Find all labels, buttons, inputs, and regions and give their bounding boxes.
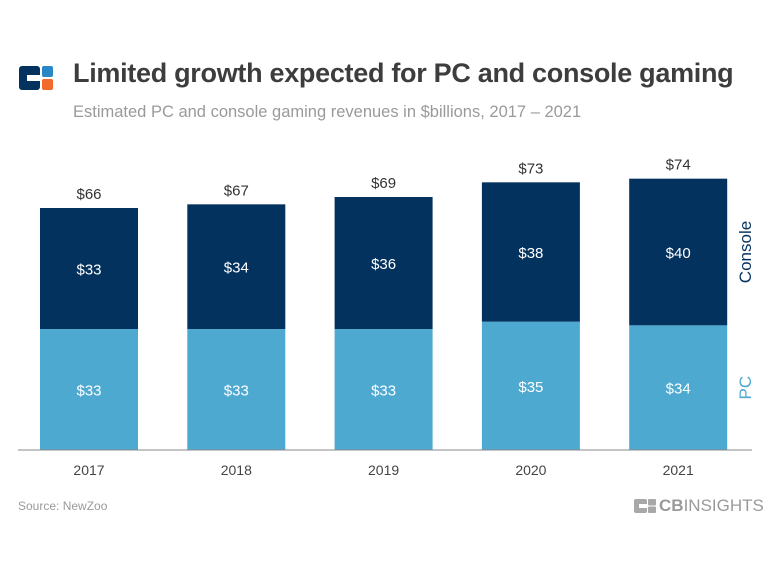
total-label: $74 <box>666 157 691 174</box>
legend-console: Console <box>736 221 755 283</box>
bar-console-2021 <box>629 178 728 326</box>
bar-console-2018 <box>187 204 286 329</box>
data-label: $33 <box>76 383 101 400</box>
bar-pc-2019 <box>334 329 433 450</box>
chart-subtitle: Estimated PC and console gaming revenues… <box>73 103 582 121</box>
bar-console-2020 <box>481 182 580 322</box>
data-label: $36 <box>371 256 396 273</box>
legend-pc: PC <box>736 376 755 400</box>
data-label: $34 <box>666 381 691 398</box>
data-label: $34 <box>224 260 249 277</box>
bar-pc-2020 <box>481 321 580 450</box>
cb-insights-mark-icon <box>634 499 656 513</box>
data-label: $40 <box>666 245 691 262</box>
brand-bold: CB <box>659 496 684 515</box>
data-label: $33 <box>224 383 249 400</box>
data-label: $38 <box>518 245 543 262</box>
x-tick-label: 2018 <box>221 462 252 478</box>
bar-pc-2017 <box>40 329 138 450</box>
data-label: $33 <box>371 383 396 400</box>
bar-pc-2021 <box>629 325 728 450</box>
x-tick-label: 2017 <box>73 462 104 478</box>
bar-console-2017 <box>40 208 138 329</box>
x-tick-label: 2021 <box>663 462 694 478</box>
bar-pc-2018 <box>187 329 286 450</box>
x-tick-label: 2020 <box>515 462 546 478</box>
total-label: $69 <box>371 175 396 192</box>
data-label: $33 <box>76 262 101 279</box>
source-note: Source: NewZoo <box>18 499 108 513</box>
total-label: $73 <box>518 160 543 177</box>
bar-console-2019 <box>334 197 433 329</box>
cb-insights-logo-icon <box>19 66 53 90</box>
brand-light: INSIGHTS <box>683 496 764 515</box>
x-tick-label: 2019 <box>368 462 399 478</box>
chart-title: Limited growth expected for PC and conso… <box>73 58 734 88</box>
cb-insights-brand: CBINSIGHTS <box>634 496 764 516</box>
data-label: $35 <box>518 379 543 396</box>
total-label: $67 <box>224 182 249 199</box>
total-label: $66 <box>76 186 101 203</box>
